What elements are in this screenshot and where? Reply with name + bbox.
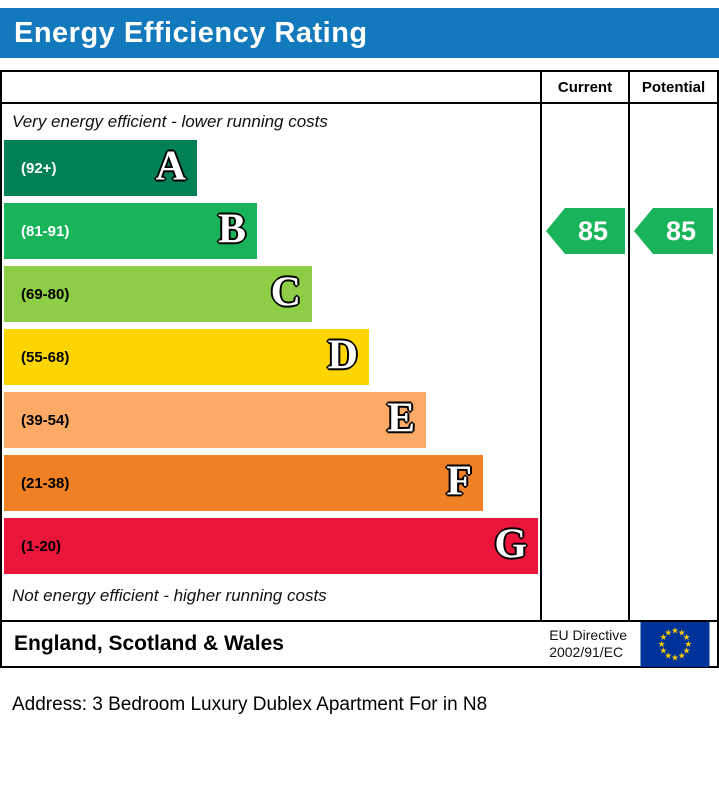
- svg-text:★: ★: [671, 653, 679, 663]
- potential-rating-value: 85: [665, 215, 697, 246]
- eu-directive-line1: EU Directive: [549, 626, 627, 643]
- top-note: Very energy efficient - lower running co…: [12, 112, 328, 131]
- band-d-letter: D: [327, 332, 358, 379]
- band-d: (55-68) D: [4, 329, 369, 385]
- column-divider-current: [540, 72, 542, 620]
- rating-bands: (92+) A (81-91) B (69-80) C (55-68) D (3…: [4, 140, 538, 581]
- band-b: (81-91) B: [4, 203, 257, 259]
- svg-text:★: ★: [685, 640, 693, 650]
- svg-text:★: ★: [658, 640, 666, 650]
- band-c: (69-80) C: [4, 266, 312, 322]
- band-f-range: (21-38): [21, 474, 70, 492]
- svg-text:★: ★: [664, 628, 672, 638]
- svg-text:★: ★: [664, 651, 672, 661]
- band-b-range: (81-91): [21, 222, 70, 240]
- epc-page: Energy Efficiency Rating Current Potenti…: [0, 8, 719, 716]
- band-f: (21-38) F: [4, 455, 483, 511]
- region-label: England, Scotland & Wales: [14, 632, 284, 655]
- band-g: (1-20) G: [4, 518, 538, 574]
- potential-rating-arrow: 85: [634, 208, 713, 254]
- eu-directive-line2: 2002/91/EC: [549, 644, 624, 660]
- band-a-letter: A: [155, 143, 186, 190]
- chart-footer: England, Scotland & Wales EU Directive 2…: [0, 620, 719, 668]
- band-c-letter: C: [270, 269, 301, 316]
- svg-text:★: ★: [683, 647, 691, 657]
- band-a: (92+) A: [4, 140, 197, 196]
- svg-text:★: ★: [660, 633, 668, 643]
- title-bar: Energy Efficiency Rating: [0, 8, 719, 58]
- footer-right-group: EU Directive 2002/91/EC ★ ★ ★ ★ ★ ★ ★ ★ …: [549, 621, 711, 667]
- svg-text:★: ★: [660, 647, 668, 657]
- band-a-range: (92+): [21, 159, 57, 177]
- bottom-note: Not energy efficient - higher running co…: [12, 586, 327, 605]
- band-e-range: (39-54): [21, 411, 70, 429]
- svg-text:★: ★: [678, 628, 686, 638]
- band-c-range: (69-80): [21, 285, 70, 303]
- current-rating-value: 85: [577, 215, 609, 246]
- potential-column-header: Potential: [641, 79, 706, 96]
- eu-flag-icon: ★ ★ ★ ★ ★ ★ ★ ★ ★ ★ ★ ★: [640, 621, 710, 667]
- svg-text:★: ★: [671, 626, 679, 636]
- eu-directive-label: EU Directive 2002/91/EC: [549, 627, 627, 662]
- band-b-letter: B: [217, 206, 246, 253]
- band-g-letter: G: [494, 521, 527, 568]
- svg-text:★: ★: [683, 633, 691, 643]
- band-f-letter: F: [446, 458, 472, 505]
- svg-text:★: ★: [678, 651, 686, 661]
- page-title: Energy Efficiency Rating: [14, 16, 368, 49]
- band-d-range: (55-68): [21, 348, 70, 366]
- current-column-header: Current: [557, 79, 613, 96]
- address-caption: Address: 3 Bedroom Luxury Dublex Apartme…: [12, 694, 488, 715]
- current-rating-arrow: 85: [546, 208, 625, 254]
- band-e-letter: E: [386, 395, 415, 442]
- chart-header-row: [2, 72, 717, 104]
- column-divider-potential: [628, 72, 630, 620]
- band-g-range: (1-20): [21, 537, 62, 555]
- energy-rating-chart: Current Potential Very energy efficient …: [0, 70, 719, 622]
- band-e: (39-54) E: [4, 392, 426, 448]
